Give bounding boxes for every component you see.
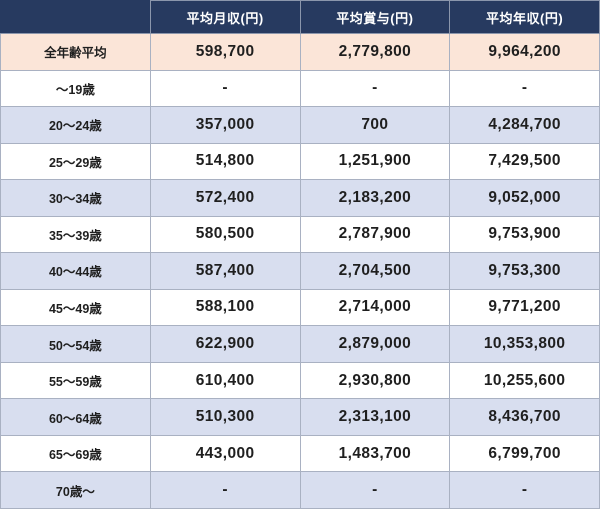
table-row: ～19歳 - - - [0,69,600,108]
row-label: ～19歳 [0,69,151,108]
cell-bonus: 2,704,500 [299,252,451,290]
cell-annual: - [449,471,600,509]
table-row: 60～64歳 510,300 2,313,100 8,436,700 [0,398,600,436]
table-row: 20～24歳 357,000 700 4,284,700 [0,106,600,144]
cell-bonus: 2,930,800 [299,361,451,400]
table-row: 70歳～ - - - [0,471,600,509]
cell-annual: - [449,69,600,108]
cell-bonus: 2,787,900 [299,215,451,254]
row-label: 40～44歳 [0,252,151,290]
cell-monthly: 610,400 [149,361,301,400]
cell-monthly: 598,700 [149,33,301,71]
table-row: 40～44歳 587,400 2,704,500 9,753,300 [0,252,600,290]
cell-annual: 6,799,700 [449,434,600,473]
cell-annual: 4,284,700 [449,106,600,144]
table-row: 65～69歳 443,000 1,483,700 6,799,700 [0,434,600,473]
cell-annual: 9,771,200 [449,288,600,327]
cell-monthly: 510,300 [149,398,301,436]
table-row: 55～59歳 610,400 2,930,800 10,255,600 [0,361,600,400]
cell-bonus: - [299,69,451,108]
row-label: 35～39歳 [0,215,151,254]
cell-annual: 8,436,700 [449,398,600,436]
table-row: 全年齢平均 598,700 2,779,800 9,964,200 [0,33,600,71]
cell-bonus: 700 [299,106,451,144]
cell-monthly: 580,500 [149,215,301,254]
corner-cell [0,0,151,34]
cell-bonus: 2,879,000 [299,325,451,363]
cell-bonus: 2,779,800 [299,33,451,71]
column-header-monthly: 平均月収(円) [149,0,301,34]
cell-monthly: - [149,471,301,509]
row-label: 55～59歳 [0,361,151,400]
row-label: 70歳～ [0,471,151,509]
row-label: 全年齢平均 [0,33,151,71]
cell-bonus: 2,714,000 [299,288,451,327]
cell-annual: 10,353,800 [449,325,600,363]
row-label: 25～29歳 [0,142,151,181]
table-row: 35～39歳 580,500 2,787,900 9,753,900 [0,215,600,254]
table-row: 45～49歳 588,100 2,714,000 9,771,200 [0,288,600,327]
cell-annual: 9,753,300 [449,252,600,290]
cell-monthly: 572,400 [149,179,301,217]
cell-annual: 10,255,600 [449,361,600,400]
table-row: 30～34歳 572,400 2,183,200 9,052,000 [0,179,600,217]
cell-monthly: 514,800 [149,142,301,181]
row-label: 65～69歳 [0,434,151,473]
column-header-annual: 平均年収(円) [449,0,600,34]
cell-monthly: 357,000 [149,106,301,144]
row-label: 45～49歳 [0,288,151,327]
row-label: 60～64歳 [0,398,151,436]
cell-monthly: - [149,69,301,108]
cell-annual: 9,753,900 [449,215,600,254]
cell-annual: 9,052,000 [449,179,600,217]
cell-monthly: 587,400 [149,252,301,290]
cell-bonus: 1,483,700 [299,434,451,473]
cell-annual: 9,964,200 [449,33,600,71]
table-row: 25～29歳 514,800 1,251,900 7,429,500 [0,142,600,181]
cell-bonus: - [299,471,451,509]
header-row: 平均月収(円) 平均賞与(円) 平均年収(円) [0,0,600,34]
cell-bonus: 1,251,900 [299,142,451,181]
row-label: 20～24歳 [0,106,151,144]
table-row: 50～54歳 622,900 2,879,000 10,353,800 [0,325,600,363]
cell-bonus: 2,313,100 [299,398,451,436]
table-body: 全年齢平均 598,700 2,779,800 9,964,200 ～19歳 -… [0,33,600,509]
column-header-bonus: 平均賞与(円) [299,0,451,34]
row-label: 30～34歳 [0,179,151,217]
cell-monthly: 622,900 [149,325,301,363]
cell-monthly: 443,000 [149,434,301,473]
cell-monthly: 588,100 [149,288,301,327]
cell-bonus: 2,183,200 [299,179,451,217]
row-label: 50～54歳 [0,325,151,363]
cell-annual: 7,429,500 [449,142,600,181]
